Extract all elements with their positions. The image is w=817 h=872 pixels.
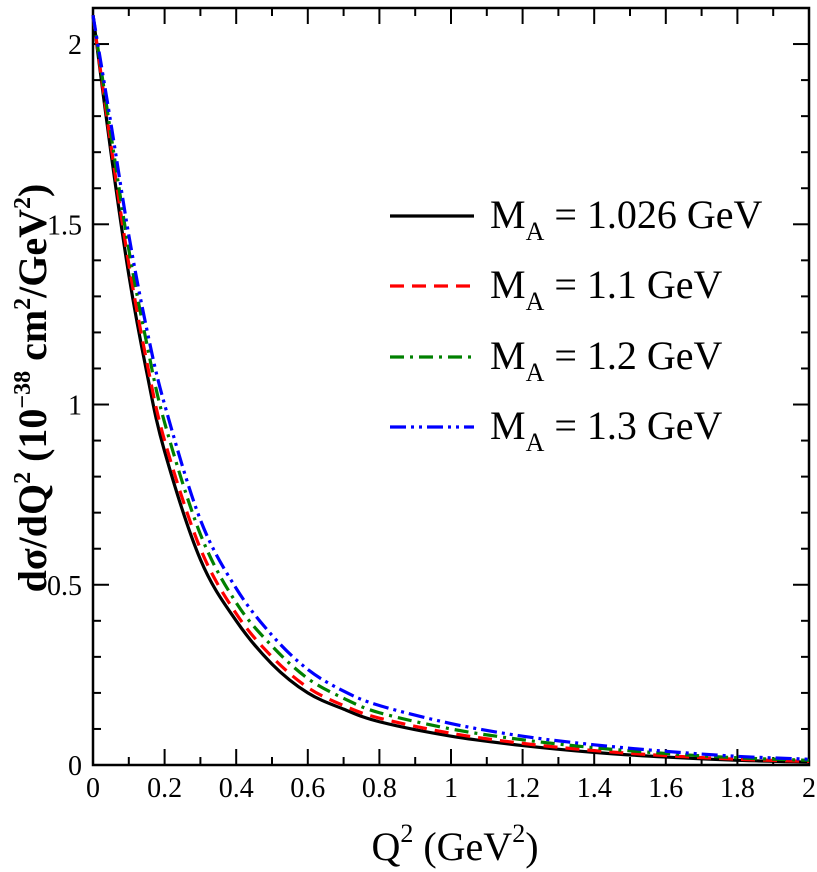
x-tick-label: 1.2 [505,773,540,804]
x-tick-labels: 0 0.2 0.4 0.6 0.8 1 1.2 1.4 1.6 1.8 2 [86,773,816,804]
x-tick-label: 0.4 [219,773,254,804]
x-tick-label: 1 [444,773,458,804]
x-tick-label: 1.4 [577,773,612,804]
series-line-1 [91,15,810,764]
y-tick-label: 2 [68,30,82,61]
y-tick-label: 0 [68,751,82,782]
series-line-3 [91,14,810,762]
y-tick-label: 1 [68,391,82,422]
legend-label-3: MA = 1.2 GeV [490,333,723,387]
plot-frame [91,6,811,767]
x-axis-title: Q2 (GeV2) [371,819,538,869]
x-tick-label: 0.6 [290,773,325,804]
legend-label-2: MA = 1.1 GeV [490,262,723,316]
series-lines [91,14,810,764]
series-line-4 [91,14,810,761]
y-tick-label: 0.5 [47,571,82,602]
x-tick-label: 1.8 [720,773,755,804]
x-tick-label: 2 [802,773,816,804]
y-tick-label: 1.5 [47,210,82,241]
y-axis-title: dσ/dQ2 (10−38 cm2/GeV2) [10,184,55,593]
legend: MA = 1.026 GeV MA = 1.1 GeV MA = 1.2 GeV MA… [390,192,763,457]
x-tick-label: 0.8 [362,773,397,804]
x-tick-label: 1.6 [648,773,683,804]
legend-label-1: MA = 1.026 GeV [490,192,763,246]
y-tick-labels: 0 0.5 1 1.5 2 [47,30,82,782]
legend-label-4: MA = 1.3 GeV [490,403,723,457]
x-tick-label: 0 [86,773,100,804]
tick-marks [92,7,810,766]
series-line-2 [91,14,810,763]
x-tick-label: 0.2 [147,773,182,804]
